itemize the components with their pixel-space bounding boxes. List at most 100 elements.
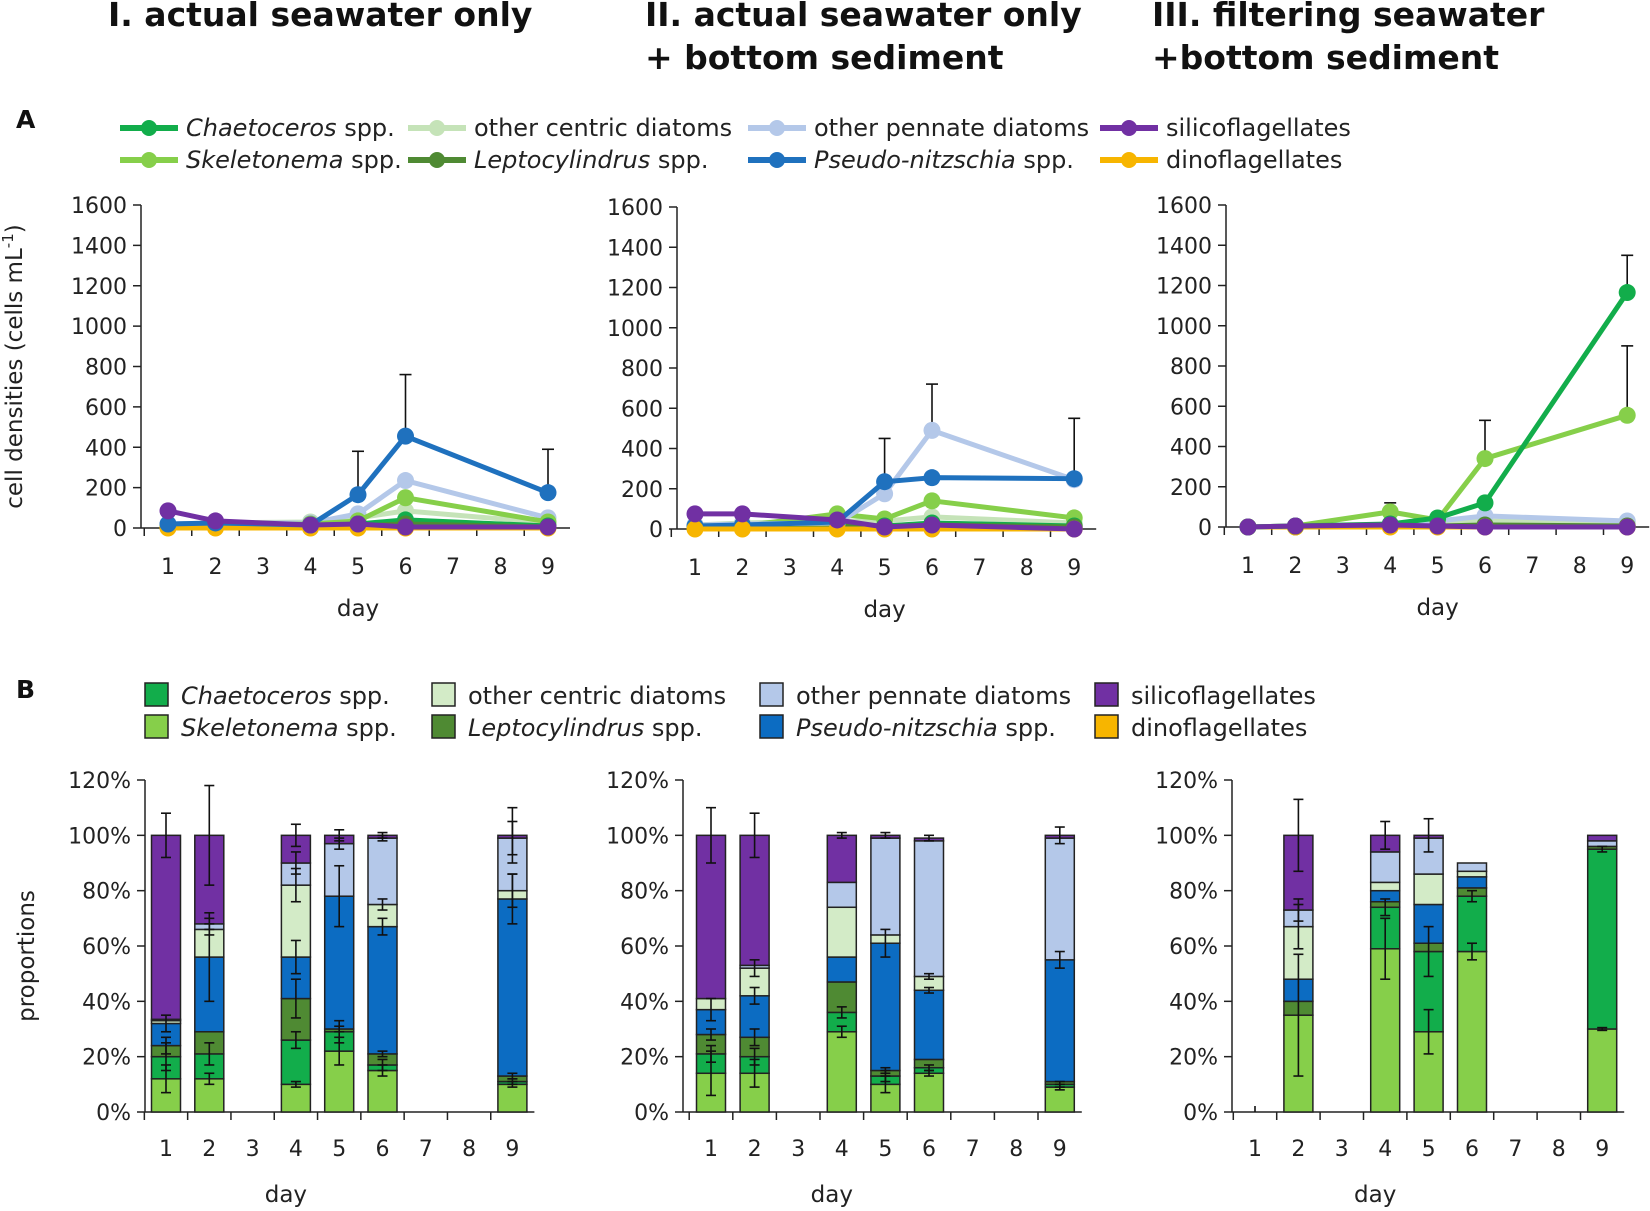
series-silicoflagellates (1239, 516, 1636, 536)
legend-skeletonema-spp-italic: Skeletonema (181, 714, 339, 742)
x-tick-label: 8 (462, 1137, 476, 1162)
data-point (828, 511, 846, 529)
panel-a-label: A (16, 105, 36, 134)
data-point (539, 518, 557, 536)
stacked-bar-day-2 (1283, 798, 1314, 1113)
stacked-bar-day-4 (826, 831, 858, 1113)
data-point (1286, 517, 1304, 535)
bar-segment-other-pennate-diatoms (1044, 837, 1076, 961)
x-tick-label: 5 (878, 556, 892, 581)
y-tick-label: 80% (1169, 880, 1218, 905)
y-tick-label: 0 (1198, 516, 1212, 541)
stacked-bar-day-2 (739, 812, 770, 1113)
bar-segment-other-centric-diatoms (826, 906, 858, 958)
x-tick-label: 1 (161, 555, 175, 580)
y-tick-label: 1000 (607, 317, 663, 342)
y-tick-label: 100% (1155, 824, 1218, 849)
legend-chaetoceros-spp-italic: Chaetoceros (186, 114, 337, 142)
y-tick-label: 400 (85, 436, 127, 461)
x-tick-label: 6 (1478, 554, 1492, 579)
y-tick-label: 0% (634, 1101, 669, 1126)
legend-pseudo-nitzschia-spp-label: Pseudo-nitzschia spp. (796, 714, 1056, 742)
x-tick-label: 2 (1291, 1137, 1305, 1162)
series-silicoflagellates (159, 502, 557, 536)
x-axis-label: day (1354, 1182, 1396, 1208)
legend-pseudo-nitzschia-spp-label: Pseudo-nitzschia spp. (814, 146, 1074, 174)
x-tick-label: 3 (1335, 1137, 1349, 1162)
legend-other-centric-diatoms-label: other centric diatoms (468, 682, 726, 710)
x-tick-label: 3 (256, 555, 270, 580)
y-tick-label: 200 (1170, 476, 1212, 501)
x-axis-label: day (863, 597, 905, 623)
legend-dinoflagellates-text: dinoflagellates (1131, 714, 1307, 742)
bar-segment-skeletonema-spp (1044, 1086, 1076, 1113)
y-tick-label: 40% (82, 990, 131, 1015)
x-tick-label: 5 (878, 1137, 892, 1162)
bar-segment-pseudo-nitzschia-spp (497, 898, 528, 1077)
data-point (876, 485, 894, 503)
data-point (207, 512, 224, 530)
data-point (1429, 517, 1447, 535)
legend-silicoflagellates-label: silicoflagellates (1166, 114, 1351, 142)
bar-segment-other-pennate-diatoms (367, 837, 398, 906)
y-tick-label: 1200 (71, 275, 127, 300)
legend-b: Chaetoceros spp.Skeletonema spp.other ce… (144, 682, 1316, 742)
data-point (1476, 494, 1494, 512)
y-tick-label: 1600 (607, 196, 663, 221)
x-tick-label: 7 (419, 1137, 433, 1162)
y-tick-label: 1400 (607, 236, 663, 261)
y-tick-label: 60% (82, 935, 131, 960)
y-tick-label: 400 (621, 438, 663, 463)
legend-skeletonema-spp-text: spp. (339, 714, 397, 742)
y-axis-label: proportions (14, 890, 40, 1022)
bar-segment-other-centric-diatoms (1456, 870, 1488, 878)
data-point (397, 472, 414, 490)
y-tick-label: 60% (1169, 935, 1218, 960)
x-tick-label: 1 (1248, 1137, 1262, 1162)
stacked-bar-day-9 (1586, 834, 1618, 1113)
data-point (159, 502, 177, 520)
legend-other-pennate-diatoms-label: other pennate diatoms (796, 682, 1071, 710)
column-title-2-line-2: + bottom sediment (645, 38, 1004, 77)
y-tick-label: 1600 (1156, 194, 1212, 219)
legend-leptocylindrus-spp-label: Leptocylindrus spp. (474, 146, 708, 174)
x-tick-label: 7 (966, 1137, 980, 1162)
x-tick-label: 2 (748, 1137, 762, 1162)
data-point (397, 489, 414, 507)
x-tick-label: 2 (202, 1137, 216, 1162)
stacked-bar-day-5 (870, 831, 901, 1113)
x-tick-label: 3 (246, 1137, 260, 1162)
legend-silicoflagellates-swatch (1094, 682, 1119, 707)
line-chart-2: 0 200 400 600 800 1000 1200 1400 1600 1 2 3 4 5 6 7 8 9 da… (607, 196, 1097, 623)
y-tick-label: 0 (113, 517, 127, 542)
column-title-3-line-1: III. filtering seawater (1152, 0, 1545, 34)
series-skeletonema-spp (1239, 345, 1636, 536)
bar-chart-3: 0% 20% 40% 60% 80% 100% 120% 1 2 3 4 5 6 7 8 9 day (1155, 769, 1625, 1208)
legend-silicoflagellates-label: silicoflagellates (1131, 682, 1316, 710)
x-tick-label: 8 (1552, 1137, 1566, 1162)
bar-segment-other-pennate-diatoms (913, 840, 945, 978)
x-tick-label: 9 (1620, 554, 1634, 579)
data-point (1476, 450, 1494, 468)
x-tick-label: 6 (399, 555, 413, 580)
column-title-2-line-1: II. actual seawater only (645, 0, 1082, 34)
x-tick-label: 3 (783, 556, 797, 581)
stacked-bar-day-9 (1044, 826, 1076, 1113)
x-tick-label: 9 (541, 555, 555, 580)
y-tick-label: 800 (621, 357, 663, 382)
legend-other-pennate-diatoms-swatch (759, 682, 784, 707)
y-tick-label: 0 (649, 518, 663, 543)
y-tick-label: 1000 (1156, 315, 1212, 340)
y-tick-label: 600 (1170, 395, 1212, 420)
stacked-bar-day-6 (367, 831, 398, 1113)
y-tick-label: 100% (606, 824, 669, 849)
x-axis-label: day (337, 596, 379, 622)
bar-segment-other-centric-diatoms (1413, 873, 1444, 906)
x-tick-label: 1 (159, 1137, 173, 1162)
stacked-bar-day-1 (150, 812, 182, 1113)
y-tick-label: 1000 (71, 315, 127, 340)
data-point (686, 505, 704, 523)
x-tick-label: 4 (835, 1137, 849, 1162)
legend-chaetoceros-spp-label: Chaetoceros spp. (186, 114, 395, 142)
legend-silicoflagellates-marker (1121, 120, 1137, 136)
